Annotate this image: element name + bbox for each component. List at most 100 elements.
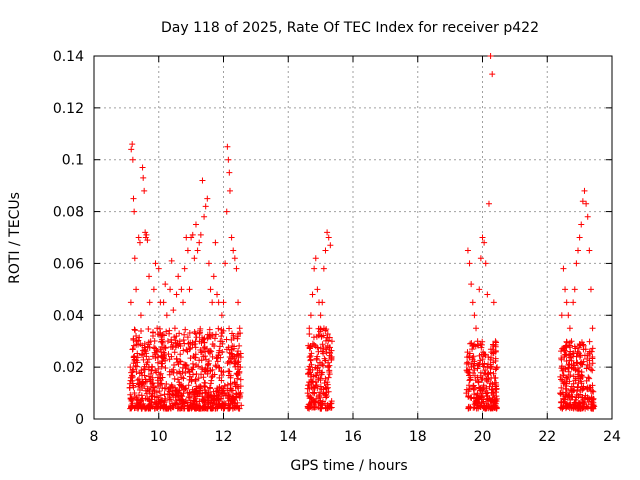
data-point-band — [315, 392, 322, 399]
data-point — [570, 299, 577, 306]
data-point-band — [220, 385, 227, 392]
data-point-band — [463, 386, 470, 393]
data-point-band — [480, 363, 487, 370]
data-point-band — [156, 388, 163, 395]
data-point — [476, 286, 483, 293]
data-point-band — [167, 405, 174, 412]
data-point-band — [327, 350, 334, 357]
data-point — [170, 307, 177, 314]
data-point-band — [581, 352, 588, 359]
data-point — [152, 260, 159, 267]
data-point-band — [559, 345, 566, 352]
data-point-band — [317, 389, 324, 396]
data-point-band — [179, 396, 186, 403]
data-point-band — [148, 367, 155, 374]
data-point-band — [193, 334, 200, 341]
data-point — [477, 255, 484, 262]
data-point — [184, 247, 191, 254]
data-point-band — [328, 353, 335, 360]
x-tick-label: 18 — [409, 429, 427, 445]
data-point-band — [227, 385, 234, 392]
x-tick-label: 14 — [279, 429, 297, 445]
data-point — [575, 247, 582, 254]
data-point-band — [230, 396, 237, 403]
data-point-band — [322, 344, 329, 351]
data-point-band — [234, 359, 241, 366]
data-point-band — [171, 375, 178, 382]
data-point-band — [161, 401, 168, 408]
data-point-band — [585, 374, 592, 381]
data-point-band — [484, 389, 491, 396]
data-point-band — [469, 356, 476, 363]
data-point-band — [577, 341, 584, 348]
data-point-band — [489, 386, 496, 393]
data-point — [485, 200, 492, 207]
data-point-band — [142, 395, 149, 402]
data-point-band — [325, 337, 332, 344]
data-point-band — [147, 404, 154, 411]
data-point-band — [480, 382, 487, 389]
data-point-band — [324, 379, 331, 386]
data-point — [134, 377, 141, 384]
data-point-band — [221, 382, 228, 389]
data-point-band — [151, 393, 158, 400]
data-point-band — [589, 345, 596, 352]
data-point-band — [229, 396, 236, 403]
data-point-band — [160, 355, 167, 362]
data-point-band — [483, 376, 490, 383]
data-point — [304, 390, 311, 397]
data-point-band — [198, 371, 205, 378]
data-point-band — [311, 390, 318, 397]
data-point-band — [210, 396, 217, 403]
data-point-band — [189, 366, 196, 373]
data-point-band — [464, 359, 471, 366]
data-point — [464, 247, 471, 254]
data-point — [171, 325, 178, 332]
data-point-band — [185, 405, 192, 412]
data-point-band — [182, 326, 189, 333]
data-point-band — [488, 398, 495, 405]
data-point-band — [193, 393, 200, 400]
data-point-band — [130, 342, 137, 349]
data-point-band — [141, 344, 148, 351]
data-point-band — [238, 402, 245, 409]
data-point-band — [328, 347, 335, 354]
x-tick-label: 12 — [215, 429, 233, 445]
data-point-band — [158, 332, 165, 339]
data-point-band — [232, 360, 239, 367]
data-point — [223, 208, 230, 215]
data-point-band — [493, 365, 500, 372]
data-point-band — [184, 334, 191, 341]
data-point — [135, 234, 142, 241]
data-point — [314, 286, 321, 293]
data-point-band — [219, 400, 226, 407]
data-point-band — [571, 399, 578, 406]
data-point-band — [174, 393, 181, 400]
data-point-band — [204, 362, 211, 369]
data-point-band — [320, 325, 327, 332]
data-point-band — [212, 362, 219, 369]
data-point-band — [472, 398, 479, 405]
data-point-band — [218, 368, 225, 375]
x-tick-label: 16 — [344, 429, 362, 445]
data-point-band — [187, 339, 194, 346]
data-point-band — [139, 378, 146, 385]
data-point-band — [200, 345, 207, 352]
data-point-band — [230, 332, 237, 339]
data-point-band — [148, 396, 155, 403]
data-point-band — [157, 377, 164, 384]
data-point-band — [236, 394, 243, 401]
data-point-band — [152, 354, 159, 361]
data-point — [463, 390, 470, 397]
data-point-band — [562, 383, 569, 390]
data-point-band — [130, 353, 137, 360]
data-point-band — [207, 333, 214, 340]
data-point-band — [306, 363, 313, 370]
data-point-band — [475, 384, 482, 391]
data-point — [154, 325, 161, 332]
data-point-band — [147, 383, 154, 390]
data-point-band — [561, 351, 568, 358]
y-tick-label: 0.02 — [53, 360, 84, 376]
data-point — [142, 229, 149, 236]
data-point-band — [589, 367, 596, 374]
